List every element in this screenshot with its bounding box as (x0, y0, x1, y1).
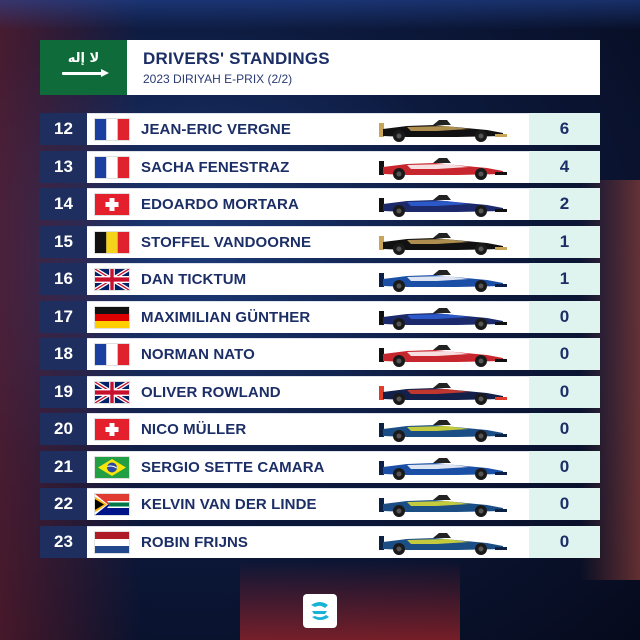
background-decoration (0, 0, 640, 30)
points-cell: 0 (529, 525, 600, 558)
points-cell: 1 (529, 263, 600, 295)
driver-cell: KELVIN VAN DER LINDE (87, 488, 529, 520)
table-row: 22 KELVIN VAN DER LINDE 0 (40, 488, 600, 520)
standings-header: لا إله DRIVERS' STANDINGS 2023 DIRIYAH E… (40, 40, 600, 95)
table-row: 18 NORMAN NATO 0 (40, 338, 600, 370)
saudi-arabia-flag-icon: لا إله (40, 40, 127, 95)
position-cell: 23 (40, 525, 87, 558)
position-cell: 21 (40, 450, 87, 483)
position-cell: 20 (40, 413, 87, 445)
points-cell: 1 (529, 225, 600, 258)
driver-name: SERGIO SETTE CAMARA (141, 458, 325, 476)
table-row: 13 SACHA FENESTRAZ 4 (40, 150, 600, 183)
position-cell: 16 (40, 263, 87, 295)
table-row: 14 EDOARDO MORTARA 2 (40, 188, 600, 220)
race-car-icon (377, 492, 509, 518)
table-row: 15 STOFFEL VANDOORNE 1 (40, 225, 600, 258)
race-car-icon (377, 455, 509, 481)
position-cell: 19 (40, 375, 87, 408)
race-car-icon (377, 305, 509, 331)
background-decoration (240, 560, 460, 640)
points-cell: 2 (529, 188, 600, 220)
points-cell: 4 (529, 150, 600, 183)
germany-flag-icon (95, 306, 129, 328)
race-car-icon (377, 530, 509, 556)
table-row: 21 SERGIO SETTE CAMARA 0 (40, 450, 600, 483)
points-cell: 0 (529, 338, 600, 370)
formula-e-logo-icon (303, 594, 337, 628)
driver-name: DAN TICKTUM (141, 271, 247, 288)
driver-name: MAXIMILIAN GÜNTHER (141, 308, 311, 326)
points-cell: 6 (529, 113, 600, 145)
switzerland-flag-icon (95, 194, 129, 215)
position-cell: 14 (40, 188, 87, 220)
race-car-icon (377, 117, 509, 143)
race-car-icon (377, 417, 509, 443)
netherlands-flag-icon (95, 531, 129, 553)
driver-cell: ROBIN FRIJNS (87, 525, 529, 558)
page-title: DRIVERS' STANDINGS (143, 49, 330, 68)
driver-name: SACHA FENESTRAZ (141, 158, 290, 176)
points-cell: 0 (529, 300, 600, 333)
united-kingdom-flag-icon (94, 267, 130, 292)
driver-name: OLIVER ROWLAND (141, 383, 281, 401)
driver-name: EDOARDO MORTARA (141, 196, 299, 213)
driver-name: ROBIN FRIJNS (141, 533, 249, 551)
page-subtitle: 2023 DIRIYAH E-PRIX (2/2) (143, 72, 293, 86)
driver-cell: NICO MÜLLER (87, 413, 529, 445)
driver-cell: MAXIMILIAN GÜNTHER (87, 300, 529, 333)
race-car-icon (377, 380, 509, 406)
driver-cell: JEAN-ERIC VERGNE (87, 113, 529, 145)
table-row: 16 DAN TICKTUM 1 (40, 263, 600, 295)
driver-name: NORMAN NATO (141, 346, 255, 363)
position-cell: 22 (40, 488, 87, 520)
race-car-icon (377, 155, 509, 181)
driver-cell: DAN TICKTUM (87, 263, 529, 295)
table-row: 20 NICO MÜLLER 0 (40, 413, 600, 445)
position-cell: 18 (40, 338, 87, 370)
france-flag-icon (95, 119, 129, 140)
driver-name: STOFFEL VANDOORNE (141, 233, 312, 251)
driver-cell: OLIVER ROWLAND (87, 375, 529, 408)
race-car-icon (377, 192, 509, 218)
race-car-icon (377, 267, 509, 293)
driver-cell: SERGIO SETTE CAMARA (87, 450, 529, 483)
table-row: 17 MAXIMILIAN GÜNTHER 0 (40, 300, 600, 333)
driver-cell: SACHA FENESTRAZ (87, 150, 529, 183)
south-africa-flag-icon (94, 494, 129, 515)
driver-cell: STOFFEL VANDOORNE (87, 225, 529, 258)
table-row: 19 OLIVER ROWLAND 0 (40, 375, 600, 408)
points-cell: 0 (529, 488, 600, 520)
position-cell: 15 (40, 225, 87, 258)
table-row: 23 ROBIN FRIJNS 0 (40, 525, 600, 558)
driver-cell: EDOARDO MORTARA (87, 188, 529, 220)
united-kingdom-flag-icon (94, 379, 130, 405)
driver-cell: NORMAN NATO (87, 338, 529, 370)
points-cell: 0 (529, 413, 600, 445)
france-flag-icon (95, 156, 129, 178)
race-car-icon (377, 342, 509, 368)
france-flag-icon (95, 344, 129, 365)
driver-name: KELVIN VAN DER LINDE (141, 496, 317, 513)
position-cell: 12 (40, 113, 87, 145)
points-cell: 0 (529, 375, 600, 408)
position-cell: 13 (40, 150, 87, 183)
position-cell: 17 (40, 300, 87, 333)
driver-name: JEAN-ERIC VERGNE (141, 121, 291, 138)
switzerland-flag-icon (95, 419, 129, 440)
belgium-flag-icon (95, 231, 129, 253)
race-car-icon (377, 230, 509, 256)
brazil-flag-icon (95, 456, 129, 478)
points-cell: 0 (529, 450, 600, 483)
driver-name: NICO MÜLLER (141, 421, 247, 438)
table-row: 12 JEAN-ERIC VERGNE 6 (40, 113, 600, 145)
